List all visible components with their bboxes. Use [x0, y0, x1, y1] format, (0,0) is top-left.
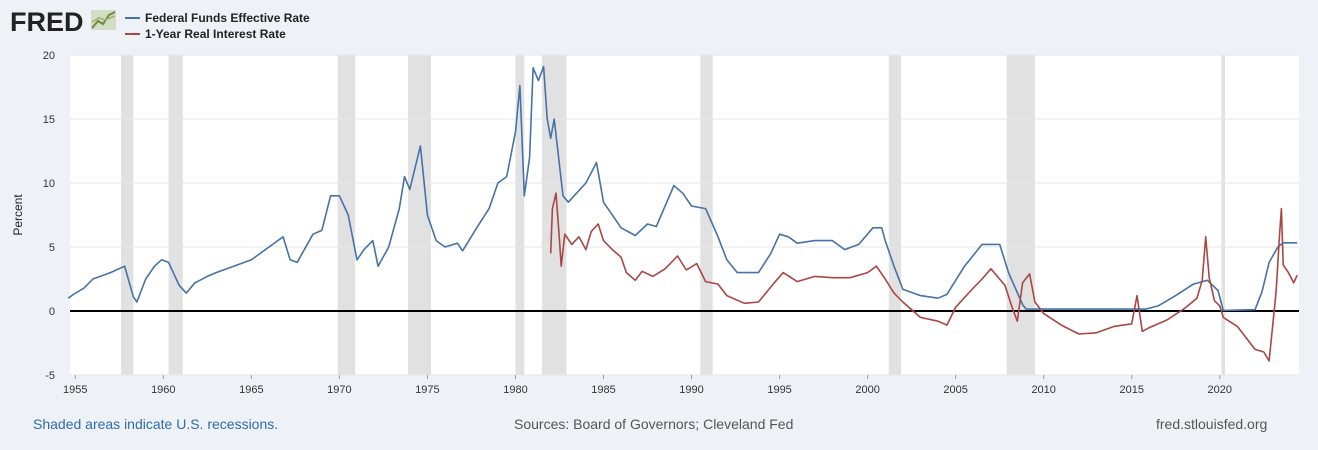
x-tick-labels: 1955 1960 1965 1970 1975 1980 1985 1990 1995 2000…: [63, 375, 1232, 396]
x-tick-label: 1960: [151, 384, 175, 396]
x-tick-label: 2020: [1208, 384, 1232, 396]
recession-band: [888, 55, 902, 375]
y-axis-title: Percent: [11, 194, 25, 236]
x-tick-label: 1970: [327, 384, 351, 396]
recession-band: [408, 55, 431, 375]
recession-bands: [121, 55, 1226, 375]
x-tick-label: 2015: [1119, 384, 1143, 396]
recession-band: [337, 55, 356, 375]
legend: Federal Funds Effective Rate 1-Year Real…: [125, 11, 310, 41]
x-tick-label: 1995: [767, 384, 791, 396]
grid-lines: [70, 54, 1299, 376]
y-tick-label: 5: [49, 242, 55, 254]
recession-band: [700, 55, 713, 375]
x-tick-label: 1965: [239, 384, 263, 396]
recession-band: [1221, 55, 1226, 375]
x-tick-label: 2000: [855, 384, 879, 396]
legend-label-ffr: Federal Funds Effective Rate: [145, 11, 310, 25]
series-line-federal-funds-rate: [67, 65, 1298, 312]
x-tick-label: 2010: [1031, 384, 1055, 396]
y-tick-label: 20: [43, 50, 55, 62]
recession-band: [168, 55, 183, 375]
x-tick-label: 2005: [943, 384, 967, 396]
y-tick-labels: -5 0 5 10 15 20: [43, 50, 55, 382]
recession-band: [121, 55, 134, 375]
recession-band: [1006, 55, 1035, 375]
x-tick-label: 1990: [679, 384, 703, 396]
x-tick-label: 1955: [63, 384, 87, 396]
sources-text: Sources: Board of Governors; Cleveland F…: [514, 416, 794, 432]
y-tick-label: 15: [43, 114, 55, 126]
fred-logo-text: FRED: [10, 7, 84, 37]
series-line-real-interest-rate: [549, 192, 1298, 362]
x-tick-label: 1980: [503, 384, 527, 396]
y-tick-label: 10: [43, 178, 55, 190]
plot-area: [70, 55, 1299, 375]
x-tick-label: 1985: [591, 384, 615, 396]
y-tick-label: 0: [49, 306, 55, 318]
recession-band: [515, 55, 525, 375]
recession-note-link[interactable]: Shaded areas indicate U.S. recessions.: [33, 416, 279, 432]
site-link[interactable]: fred.stlouisfed.org: [1156, 416, 1268, 432]
series-lines: [67, 65, 1298, 362]
x-tick-label: 1975: [415, 384, 439, 396]
legend-label-real: 1-Year Real Interest Rate: [145, 27, 286, 41]
fred-logo-graph-icon: [91, 10, 116, 30]
fred-logo[interactable]: FRED: [10, 7, 116, 37]
y-tick-label: -5: [45, 370, 55, 382]
